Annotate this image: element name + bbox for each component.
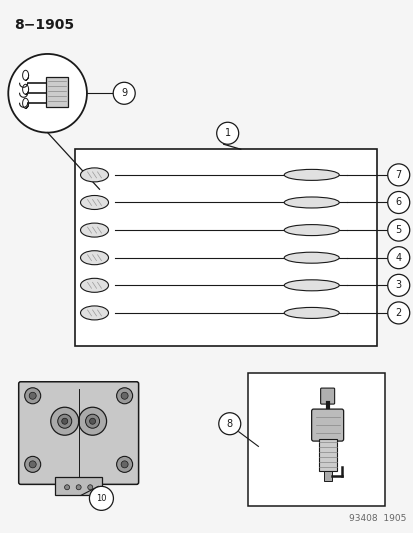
Circle shape (387, 219, 409, 241)
Circle shape (76, 485, 81, 490)
Text: 93408  1905: 93408 1905 (348, 514, 405, 523)
Ellipse shape (80, 251, 108, 265)
Circle shape (121, 392, 128, 399)
FancyBboxPatch shape (311, 409, 343, 441)
Circle shape (8, 54, 87, 133)
Text: 2: 2 (395, 308, 401, 318)
Text: 10: 10 (96, 494, 107, 503)
Ellipse shape (284, 308, 338, 318)
Circle shape (64, 485, 69, 490)
Text: 6: 6 (395, 198, 401, 207)
Ellipse shape (284, 252, 338, 263)
Circle shape (387, 247, 409, 269)
Text: 8: 8 (226, 419, 232, 429)
Circle shape (51, 407, 78, 435)
Bar (323, 471, 331, 481)
Ellipse shape (80, 278, 108, 292)
Circle shape (216, 122, 238, 144)
Bar (55, 478, 102, 495)
Bar (318, 439, 336, 471)
Circle shape (116, 388, 132, 404)
Ellipse shape (284, 224, 338, 236)
Circle shape (29, 392, 36, 399)
Ellipse shape (284, 169, 338, 180)
Bar (45, 77, 67, 107)
Text: 8−1905: 8−1905 (14, 18, 74, 32)
Ellipse shape (80, 196, 108, 209)
Ellipse shape (284, 197, 338, 208)
Circle shape (89, 418, 95, 424)
Text: 3: 3 (395, 280, 401, 290)
Circle shape (29, 461, 36, 468)
Bar (74, 149, 376, 346)
Circle shape (62, 418, 68, 424)
Text: 7: 7 (395, 170, 401, 180)
Circle shape (25, 456, 40, 472)
Circle shape (85, 414, 100, 428)
Circle shape (78, 407, 106, 435)
Ellipse shape (80, 306, 108, 320)
Ellipse shape (80, 168, 108, 182)
Circle shape (25, 388, 40, 404)
Circle shape (387, 164, 409, 186)
Text: 9: 9 (121, 88, 127, 98)
Circle shape (116, 456, 132, 472)
Circle shape (121, 461, 128, 468)
FancyBboxPatch shape (320, 388, 334, 404)
FancyBboxPatch shape (19, 382, 138, 484)
Circle shape (218, 413, 240, 435)
Circle shape (387, 274, 409, 296)
Ellipse shape (80, 223, 108, 237)
Text: 4: 4 (395, 253, 401, 263)
Circle shape (113, 82, 135, 104)
Text: 5: 5 (395, 225, 401, 235)
Bar (248, 373, 384, 506)
Circle shape (88, 485, 93, 490)
Ellipse shape (284, 280, 338, 291)
Circle shape (57, 414, 71, 428)
Text: 1: 1 (224, 128, 230, 138)
Circle shape (89, 486, 113, 511)
Circle shape (387, 302, 409, 324)
Circle shape (387, 191, 409, 214)
